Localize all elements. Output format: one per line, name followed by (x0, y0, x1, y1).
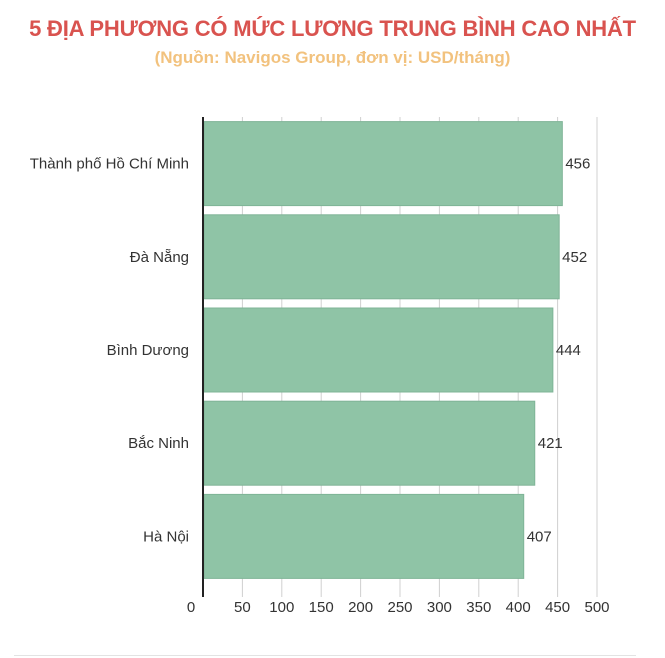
category-label: Hà Nội (143, 528, 189, 545)
bar (203, 307, 554, 393)
chart-subtitle: (Nguồn: Navigos Group, đơn vị: USD/tháng… (154, 48, 511, 67)
value-label: 444 (556, 342, 581, 359)
value-label: 407 (527, 528, 552, 545)
labels: Thành phố Hồ Chí Minh 456 Đà Nẵng 452 Bình D… (30, 156, 610, 616)
value-label: 456 (565, 156, 590, 173)
x-tick-label: 0 (187, 599, 195, 616)
bar (203, 400, 536, 486)
x-tick-label: 50 (234, 599, 251, 616)
category-label: Thành phố Hồ Chí Minh (30, 156, 189, 173)
x-tick-label: 450 (545, 599, 570, 616)
bar (203, 493, 525, 579)
x-tick-label: 350 (466, 599, 491, 616)
category-label: Bình Dương (107, 342, 189, 359)
chart-title: 5 ĐỊA PHƯƠNG CÓ MỨC LƯƠNG TRUNG BÌNH CAO… (29, 16, 636, 41)
bar (203, 121, 563, 207)
category-label: Đà Nẵng (130, 249, 189, 266)
bottom-divider (14, 655, 636, 656)
x-tick-label: 200 (348, 599, 373, 616)
x-tick-label: 250 (387, 599, 412, 616)
bars (203, 121, 563, 579)
category-label: Bắc Ninh (128, 435, 189, 452)
x-tick-label: 100 (269, 599, 294, 616)
x-tick-label: 400 (506, 599, 531, 616)
bar (203, 214, 560, 300)
x-tick-label: 300 (427, 599, 452, 616)
value-label: 452 (562, 249, 587, 266)
value-label: 421 (538, 435, 563, 452)
x-tick-label: 500 (584, 599, 609, 616)
x-tick-label: 150 (309, 599, 334, 616)
